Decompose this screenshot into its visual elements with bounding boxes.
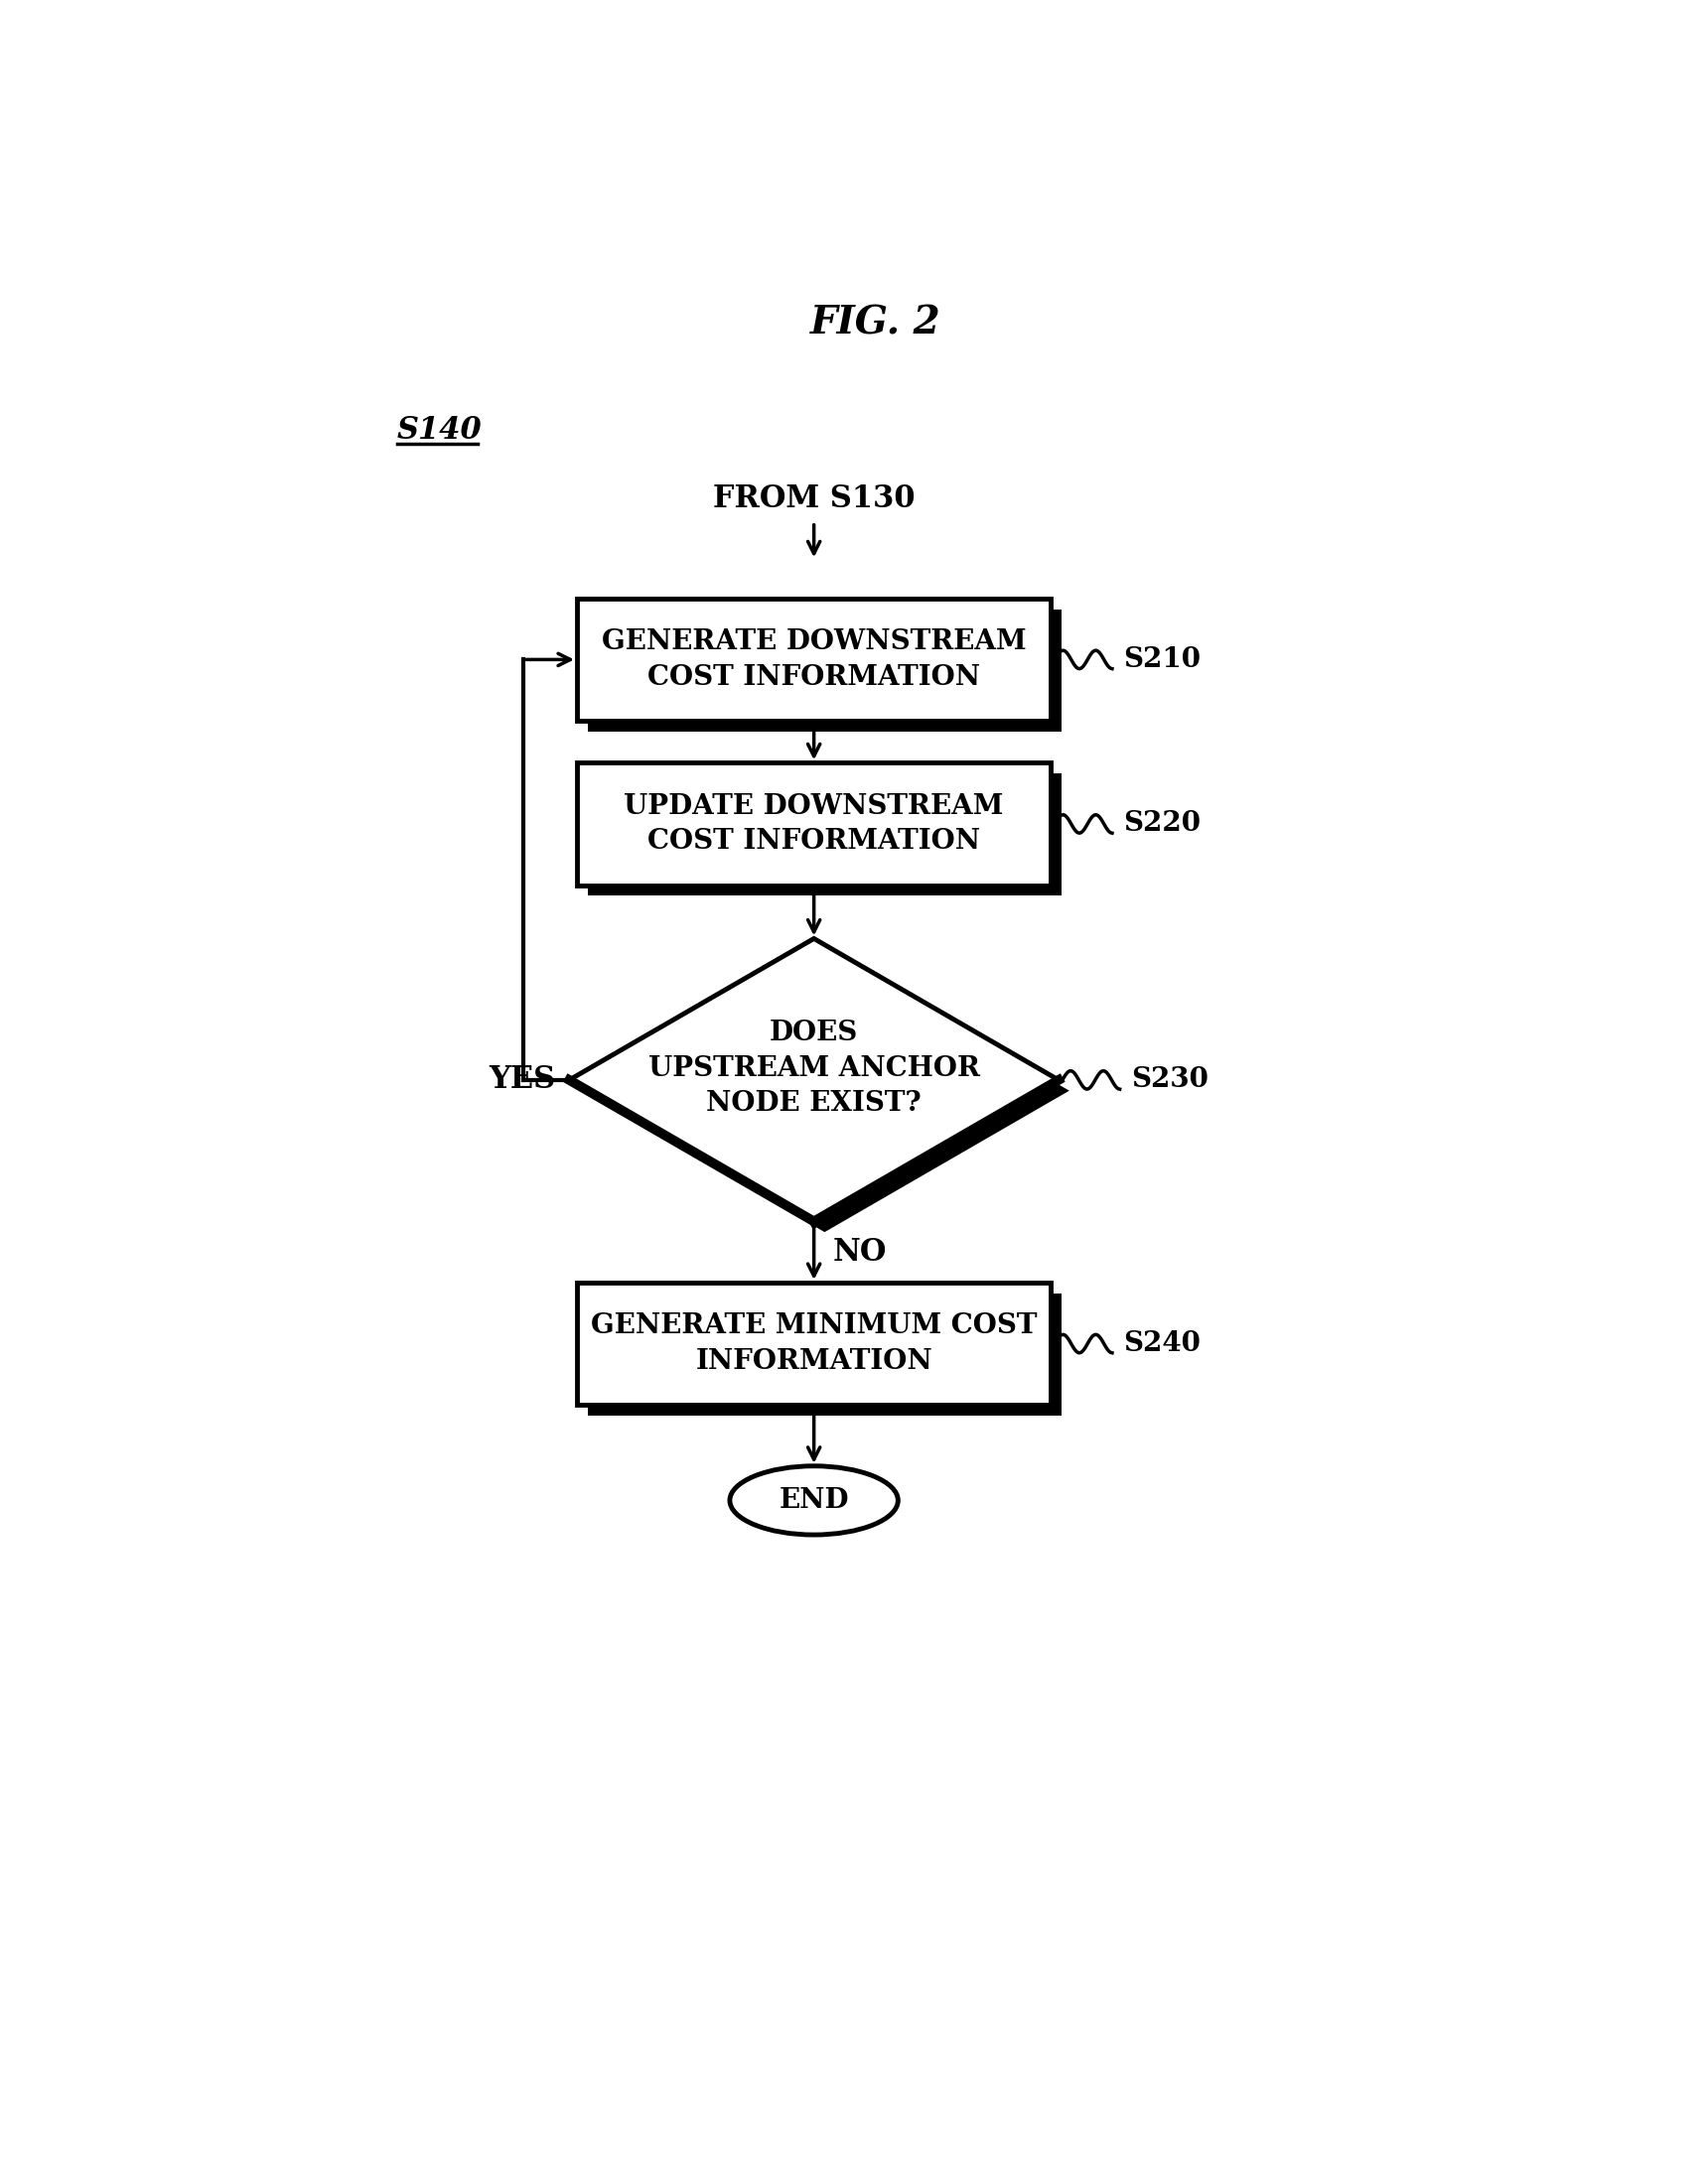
Polygon shape — [570, 939, 1059, 1221]
Text: S210: S210 — [1124, 646, 1201, 673]
FancyBboxPatch shape — [577, 762, 1051, 885]
Text: S230: S230 — [1131, 1066, 1208, 1094]
Text: FIG. 2: FIG. 2 — [810, 304, 940, 343]
Text: GENERATE MINIMUM COST
INFORMATION: GENERATE MINIMUM COST INFORMATION — [590, 1313, 1037, 1374]
FancyBboxPatch shape — [587, 1293, 1061, 1415]
FancyBboxPatch shape — [577, 1282, 1051, 1404]
Text: NO: NO — [833, 1236, 887, 1267]
Text: GENERATE DOWNSTREAM
COST INFORMATION: GENERATE DOWNSTREAM COST INFORMATION — [602, 629, 1027, 690]
Text: S240: S240 — [1124, 1330, 1201, 1356]
Text: FROM S130: FROM S130 — [713, 483, 914, 515]
Text: END: END — [780, 1487, 850, 1514]
Text: DOES
UPSTREAM ANCHOR
NODE EXIST?: DOES UPSTREAM ANCHOR NODE EXIST? — [648, 1020, 979, 1116]
Ellipse shape — [730, 1465, 897, 1535]
Text: YES: YES — [488, 1064, 556, 1096]
FancyBboxPatch shape — [577, 598, 1051, 721]
Text: S140: S140 — [397, 415, 483, 446]
FancyBboxPatch shape — [587, 609, 1061, 732]
Polygon shape — [580, 950, 1070, 1232]
FancyBboxPatch shape — [587, 773, 1061, 895]
Text: S220: S220 — [1124, 810, 1201, 836]
Text: UPDATE DOWNSTREAM
COST INFORMATION: UPDATE DOWNSTREAM COST INFORMATION — [624, 793, 1003, 854]
